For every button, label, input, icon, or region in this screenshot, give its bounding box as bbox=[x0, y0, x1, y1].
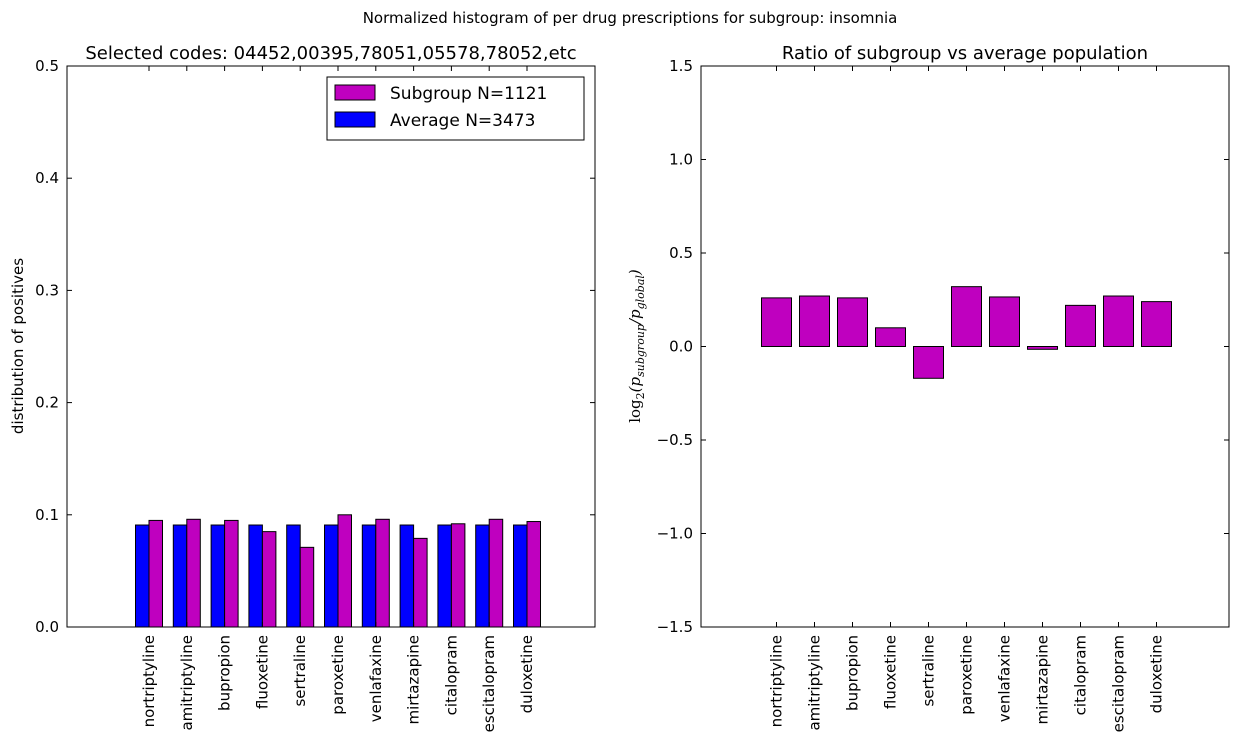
x-tick-label-nortriptyline: nortriptyline bbox=[140, 635, 158, 727]
x-tick-label-duloxetine: duloxetine bbox=[518, 635, 536, 713]
bar-ratio-fluoxetine bbox=[875, 327, 906, 347]
x-tick-label-citalopram: citalopram bbox=[1072, 635, 1090, 715]
x-tick-label-citalopram: citalopram bbox=[442, 635, 460, 715]
x-tick-label-paroxetine: paroxetine bbox=[329, 635, 347, 715]
bar-average-mirtazapine bbox=[399, 524, 415, 628]
y-tick-label: 1.0 bbox=[669, 151, 693, 169]
y-tick-label: 0.1 bbox=[35, 506, 59, 524]
legend-entry-label: Subgroup N=1121 bbox=[390, 84, 547, 104]
x-tick-label-venlafaxine: venlafaxine bbox=[996, 635, 1014, 722]
x-tick-label-sertraline: sertraline bbox=[291, 635, 309, 707]
y-tick-label: 0.5 bbox=[669, 244, 693, 262]
y-tick-label: −1.5 bbox=[657, 618, 693, 636]
right-chart: Ratio of subgroup vs average population … bbox=[626, 43, 1230, 732]
x-tick-label-escitalopram: escitalopram bbox=[480, 635, 498, 732]
bar-average-venlafaxine bbox=[361, 524, 377, 628]
right-y-axis-label: log2(psubgroup/pglobal) bbox=[626, 269, 647, 423]
bar-ratio-nortriptyline bbox=[761, 297, 792, 348]
left-chart: Selected codes: 04452,00395,78051,05578,… bbox=[9, 43, 596, 732]
y-tick-label: 0.5 bbox=[35, 57, 59, 75]
bar-average-escitalopram bbox=[475, 524, 490, 628]
y-tick-label: 0.2 bbox=[35, 394, 59, 412]
bar-subgroup-citalopram bbox=[450, 523, 466, 628]
bar-subgroup-bupropion bbox=[224, 519, 239, 628]
legend: Subgroup N=1121 Average N=3473 bbox=[326, 76, 585, 141]
bar-subgroup-venlafaxine bbox=[375, 518, 390, 628]
legend-swatch bbox=[334, 111, 376, 128]
bar-subgroup-mirtazapine bbox=[413, 537, 428, 628]
bar-ratio-venlafaxine bbox=[989, 296, 1020, 348]
bar-ratio-bupropion bbox=[837, 297, 868, 348]
axes-frame bbox=[66, 65, 596, 628]
x-tick-label-nortriptyline: nortriptyline bbox=[768, 635, 786, 727]
bar-subgroup-sertraline bbox=[299, 546, 315, 628]
legend-entry-label: Average N=3473 bbox=[390, 111, 535, 131]
bar-ratio-duloxetine bbox=[1141, 301, 1172, 347]
x-tick-label-sertraline: sertraline bbox=[920, 635, 938, 707]
y-tick-label: −0.5 bbox=[657, 431, 693, 449]
x-tick-label-bupropion: bupropion bbox=[216, 635, 234, 711]
right-plot-area: −1.5 −1.0 −0.5 0.0 0.5 1.0 1.5 nortriptyline ami… bbox=[657, 57, 1230, 732]
bar-average-nortriptyline bbox=[135, 524, 150, 628]
left-y-axis-label: distribution of positives bbox=[9, 258, 27, 434]
figure-suptitle: Normalized histogram of per drug prescri… bbox=[363, 9, 898, 27]
y-tick-label: −1.0 bbox=[657, 525, 693, 543]
x-tick-label-escitalopram: escitalopram bbox=[1110, 635, 1128, 732]
x-tick-label-amitriptyline: amitriptyline bbox=[178, 635, 196, 731]
bar-ratio-mirtazapine bbox=[1027, 346, 1058, 350]
bar-subgroup-amitriptyline bbox=[186, 518, 201, 628]
bar-average-bupropion bbox=[210, 524, 226, 628]
bar-average-amitriptyline bbox=[172, 524, 188, 628]
x-tick-label-mirtazapine: mirtazapine bbox=[1034, 635, 1052, 725]
x-tick-label-duloxetine: duloxetine bbox=[1148, 635, 1166, 713]
x-tick-label-venlafaxine: venlafaxine bbox=[367, 635, 385, 722]
bar-ratio-sertraline bbox=[913, 346, 944, 379]
left-plot-area: 0.0 0.1 0.2 0.3 0.4 0.5 nortriptyline amitripty… bbox=[35, 57, 596, 732]
x-tick-label-fluoxetine: fluoxetine bbox=[882, 635, 900, 709]
bar-ratio-citalopram bbox=[1065, 304, 1096, 347]
bar-subgroup-fluoxetine bbox=[261, 531, 277, 628]
x-tick-label-amitriptyline: amitriptyline bbox=[806, 635, 824, 731]
y-tick-label: 0.3 bbox=[35, 281, 59, 299]
left-chart-title: Selected codes: 04452,00395,78051,05578,… bbox=[85, 43, 576, 64]
bar-subgroup-escitalopram bbox=[488, 518, 504, 628]
y-tick-label: 1.5 bbox=[669, 57, 693, 75]
bar-average-duloxetine bbox=[513, 524, 528, 628]
x-tick-label-fluoxetine: fluoxetine bbox=[253, 635, 271, 709]
x-tick-label-bupropion: bupropion bbox=[844, 635, 862, 711]
bar-ratio-amitriptyline bbox=[799, 295, 830, 348]
bar-subgroup-duloxetine bbox=[526, 521, 541, 628]
bar-subgroup-nortriptyline bbox=[148, 519, 163, 628]
right-chart-title: Ratio of subgroup vs average population bbox=[782, 43, 1148, 64]
bar-ratio-escitalopram bbox=[1103, 295, 1134, 348]
x-tick-label-mirtazapine: mirtazapine bbox=[405, 635, 423, 725]
legend-swatch bbox=[334, 84, 376, 101]
y-tick-label: 0.0 bbox=[35, 618, 59, 636]
y-tick-label: 0.4 bbox=[35, 169, 59, 187]
bar-subgroup-paroxetine bbox=[337, 514, 352, 628]
y-tick-label: 0.0 bbox=[669, 338, 693, 356]
bar-average-citalopram bbox=[437, 524, 452, 628]
bar-average-fluoxetine bbox=[248, 524, 263, 628]
bar-average-paroxetine bbox=[324, 524, 339, 628]
bar-ratio-paroxetine bbox=[951, 286, 982, 348]
bar-average-sertraline bbox=[286, 524, 301, 628]
x-tick-label-paroxetine: paroxetine bbox=[958, 635, 976, 715]
